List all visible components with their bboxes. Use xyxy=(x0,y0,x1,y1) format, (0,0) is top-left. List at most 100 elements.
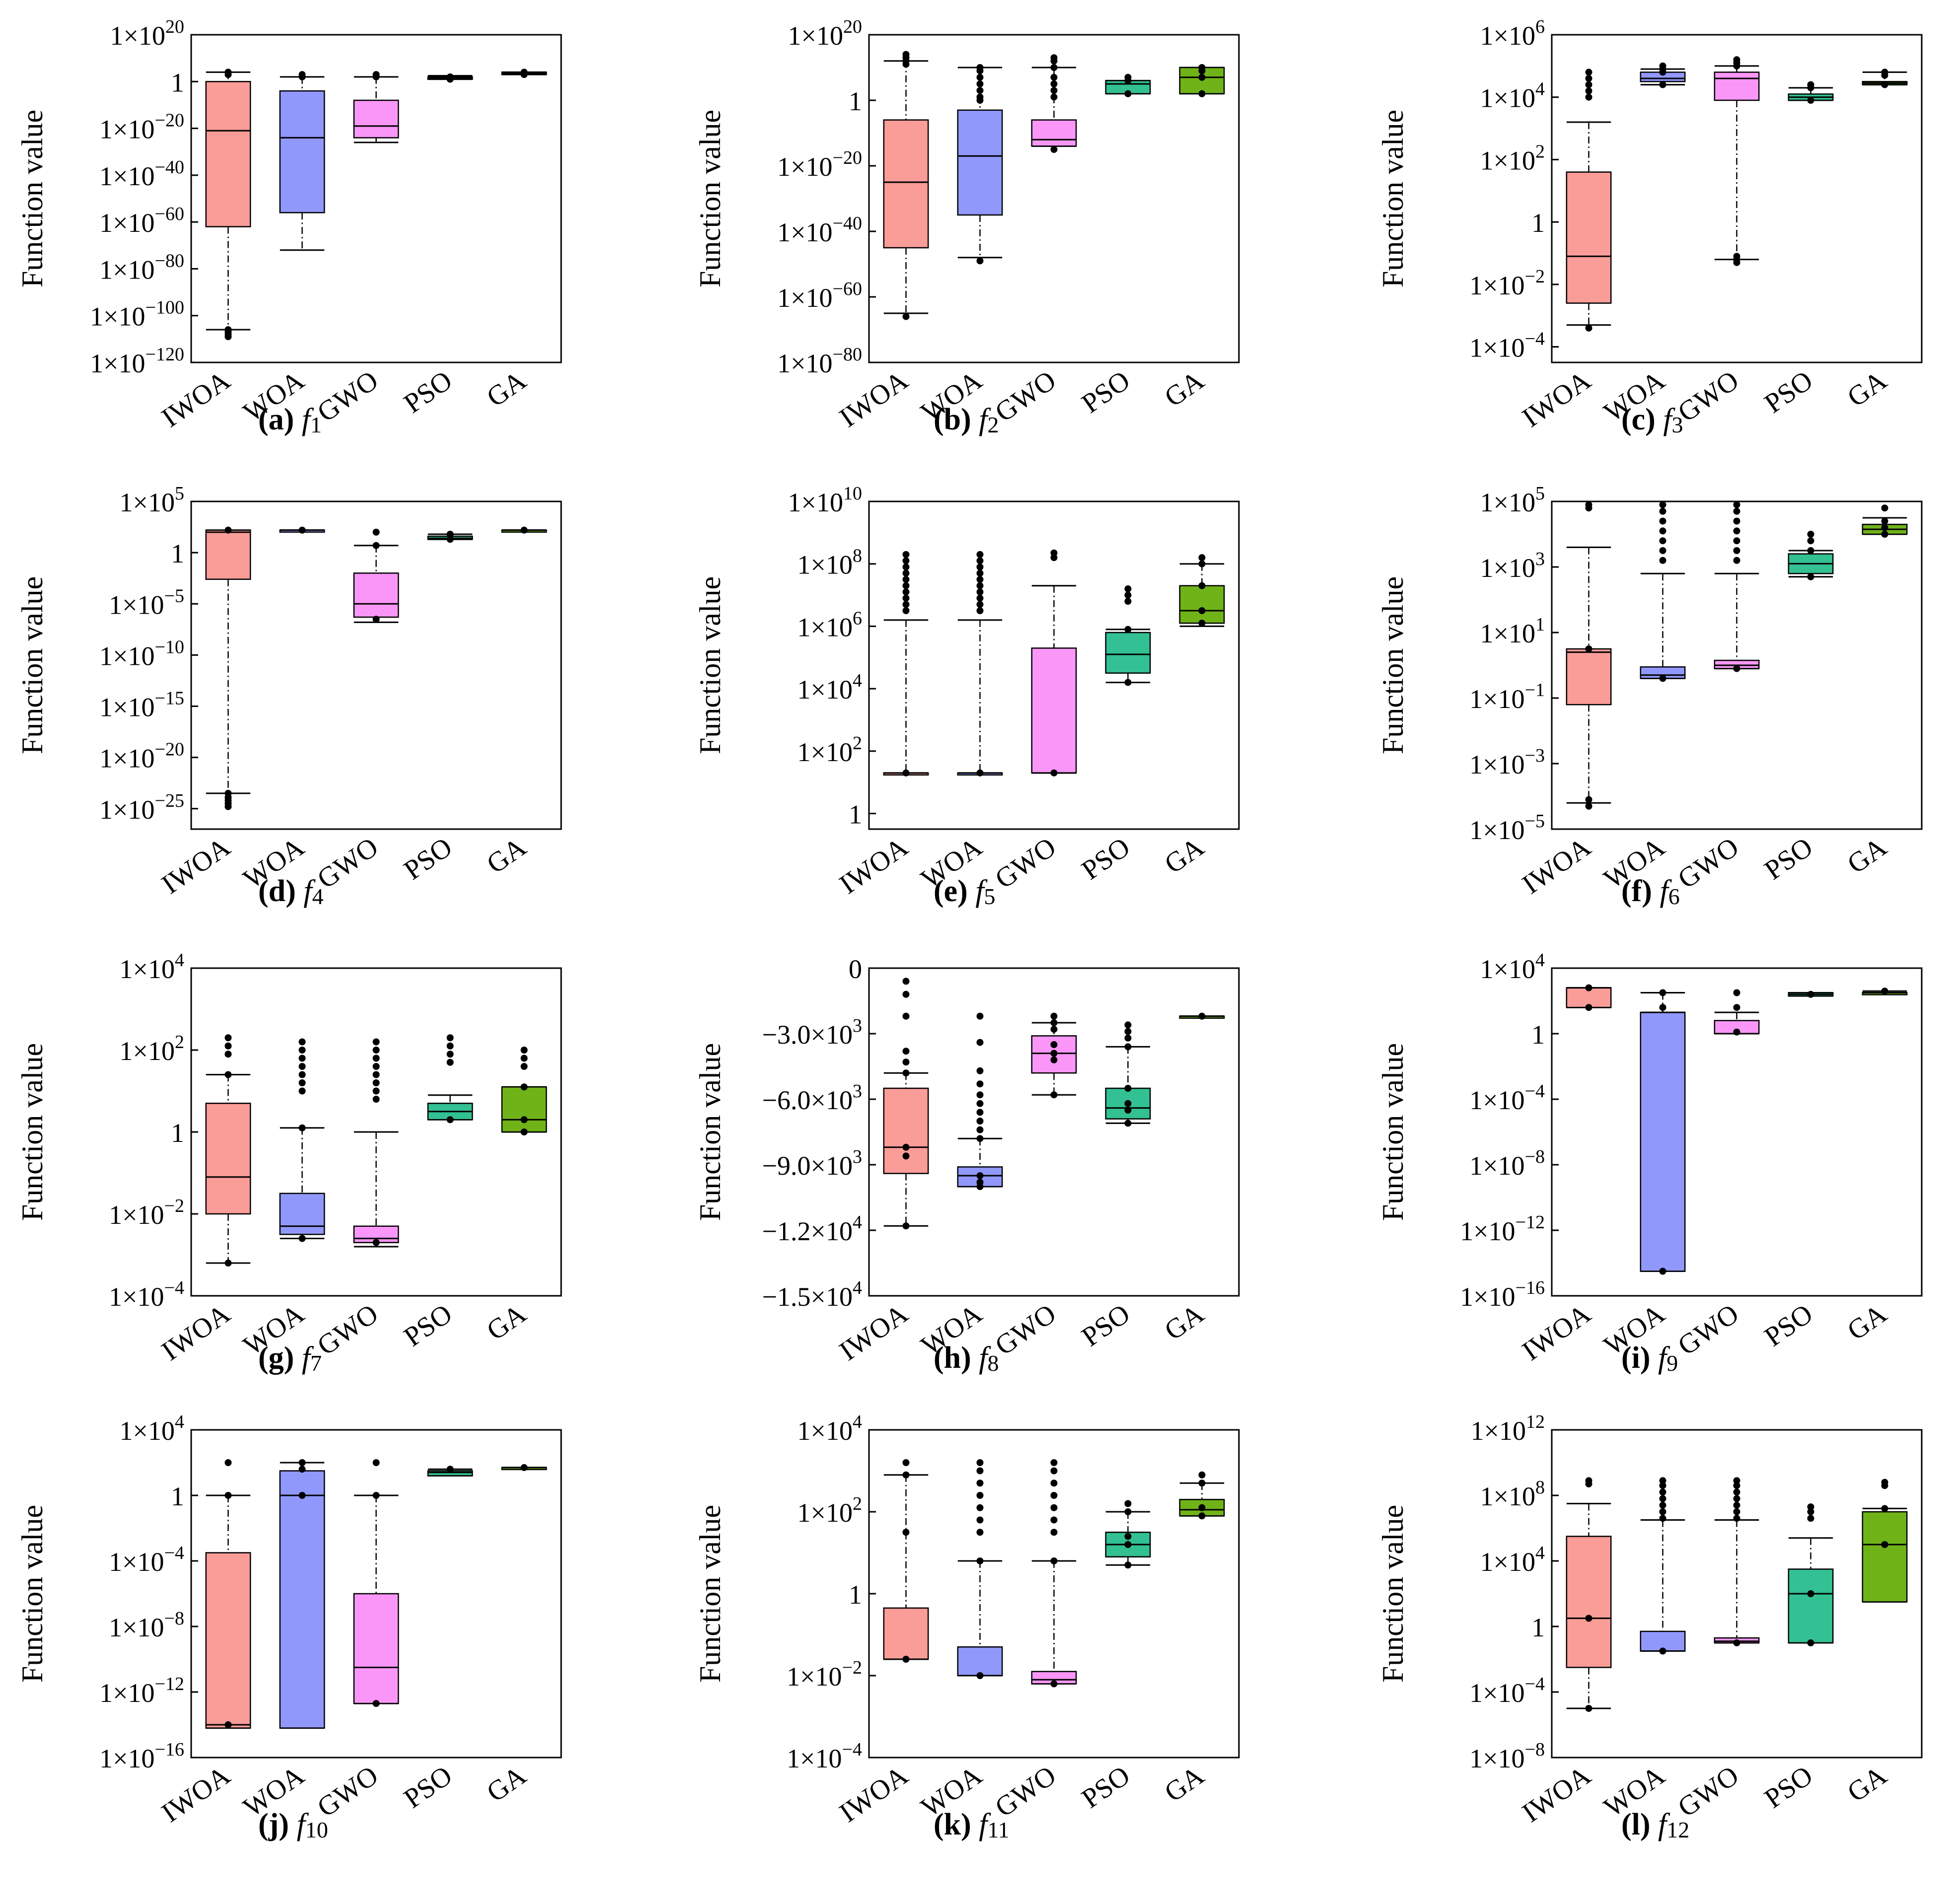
box-woa xyxy=(279,1459,325,1729)
outlier-point xyxy=(1050,1529,1058,1536)
y-tick-label: 1×10−16 xyxy=(99,1739,184,1773)
y-tick-label: 1×104 xyxy=(797,670,862,705)
caption-i: (i) f9 xyxy=(1621,1340,1678,1376)
y-axis-label: Function value xyxy=(694,1505,726,1683)
y-tick-label: 1×106 xyxy=(797,608,862,642)
y-tick-label: 1 xyxy=(849,800,862,830)
box-ga xyxy=(1179,1012,1225,1020)
outlier-point xyxy=(1733,665,1740,672)
caption-function: f1 xyxy=(302,403,322,437)
box-gwo xyxy=(1031,54,1077,153)
outlier-point xyxy=(1585,1705,1592,1712)
caption-l: (l) f12 xyxy=(1621,1807,1689,1843)
outlier-point xyxy=(1050,1019,1058,1026)
outlier-point xyxy=(298,1124,306,1131)
outlier-point xyxy=(298,1079,306,1086)
y-tick-label: 1×10−60 xyxy=(99,204,184,238)
outlier-point xyxy=(1050,73,1058,81)
caption-function: f8 xyxy=(979,1341,999,1376)
outlier-point xyxy=(298,1038,306,1046)
y-tick-label: 1×108 xyxy=(797,546,862,580)
box-body xyxy=(501,1086,547,1133)
outlier-point xyxy=(1733,501,1740,508)
outlier-point xyxy=(976,87,984,94)
outlier-point xyxy=(224,333,232,341)
outlier-point xyxy=(1733,1501,1740,1509)
outlier-point xyxy=(1807,1590,1814,1597)
outlier-point xyxy=(446,1034,454,1042)
outlier-point xyxy=(976,1067,984,1074)
outlier-point xyxy=(298,1087,306,1095)
y-tick-label: 1 xyxy=(849,1580,862,1610)
y-tick-label: 1×104 xyxy=(1480,950,1545,984)
outlier-point xyxy=(1198,1504,1206,1511)
outlier-point xyxy=(520,1116,528,1124)
outlier-point xyxy=(224,1042,232,1050)
caption-label: (l) xyxy=(1621,1808,1651,1841)
outlier-point xyxy=(1881,524,1888,531)
box-iwoa xyxy=(883,551,929,776)
outlier-point xyxy=(902,582,910,589)
outlier-point xyxy=(1733,1028,1740,1036)
y-tick-label: 1×104 xyxy=(120,950,184,984)
outlier-point xyxy=(976,1492,984,1499)
y-tick-label: 1×10−120 xyxy=(90,344,184,378)
box-body xyxy=(279,1470,325,1729)
outlier-point xyxy=(1198,1012,1206,1020)
y-tick-label: 1 xyxy=(1531,208,1545,238)
box-body xyxy=(353,572,399,618)
box-body xyxy=(883,1607,929,1660)
outlier-point xyxy=(976,588,984,596)
outlier-point xyxy=(976,1039,984,1046)
box-iwoa xyxy=(205,1034,251,1267)
caption-function-index: 12 xyxy=(1666,1817,1690,1842)
outlier-point xyxy=(1733,1482,1740,1489)
caption-d: (d) f4 xyxy=(258,874,324,910)
outlier-point xyxy=(1733,1488,1740,1496)
outlier-point xyxy=(1881,81,1888,88)
outlier-point xyxy=(1124,1533,1132,1540)
caption-label: (g) xyxy=(258,1341,294,1375)
outlier-point xyxy=(976,93,984,101)
outlier-point xyxy=(976,1516,984,1524)
outlier-point xyxy=(1198,73,1206,81)
box-body xyxy=(883,1087,929,1174)
outlier-point xyxy=(298,1492,306,1499)
outlier-point xyxy=(520,1047,528,1054)
outlier-point xyxy=(1659,81,1666,88)
outlier-point xyxy=(1659,1004,1666,1011)
box-gwo xyxy=(353,71,399,143)
caption-function: f12 xyxy=(1658,1808,1690,1842)
box-woa xyxy=(1640,501,1686,682)
outlier-point xyxy=(446,73,454,80)
outlier-point xyxy=(902,551,910,558)
box-woa xyxy=(1640,989,1686,1275)
caption-function: f10 xyxy=(296,1808,328,1842)
outlier-point xyxy=(1807,531,1814,538)
box-pso xyxy=(427,531,473,543)
outlier-point xyxy=(372,1492,380,1499)
outlier-point xyxy=(976,1459,984,1466)
outlier-point xyxy=(1733,989,1740,996)
plot-frame xyxy=(868,967,1240,1297)
caption-function-name: f xyxy=(979,403,988,436)
y-tick-label: 1×10−40 xyxy=(777,213,862,247)
box-woa xyxy=(957,1012,1003,1190)
outlier-point xyxy=(1733,557,1740,564)
caption-function-name: f xyxy=(1660,874,1668,908)
caption-h: (h) f8 xyxy=(934,1340,999,1376)
box-ga xyxy=(1179,554,1225,627)
y-axis-label: Function value xyxy=(1376,576,1409,754)
outlier-point xyxy=(1198,90,1206,97)
y-tick-label: 1×102 xyxy=(797,733,862,767)
outlier-point xyxy=(446,1042,454,1050)
outlier-point xyxy=(976,1172,984,1179)
outlier-point xyxy=(1733,1639,1740,1646)
caption-e: (e) f5 xyxy=(934,874,996,910)
outlier-point xyxy=(224,526,232,534)
outlier-point xyxy=(1124,591,1132,599)
outlier-point xyxy=(1585,1004,1592,1011)
outlier-point xyxy=(372,616,380,623)
y-tick-label: 1 xyxy=(171,68,184,97)
caption-function-name: f xyxy=(1658,1341,1667,1375)
